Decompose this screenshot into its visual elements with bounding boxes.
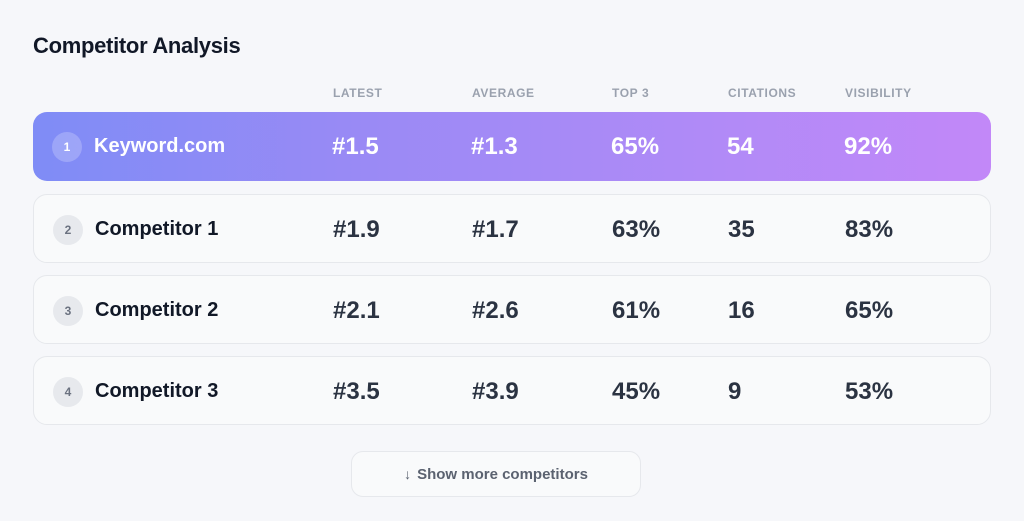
citations-value: 54 bbox=[727, 133, 754, 160]
top3-value: 61% bbox=[612, 297, 661, 324]
rank-badge: 4 bbox=[53, 377, 83, 407]
page-title: Competitor Analysis bbox=[33, 33, 241, 58]
competitor-name: Keyword.com bbox=[94, 135, 226, 157]
latest-value: #1.9 bbox=[333, 216, 380, 243]
average-value: #2.6 bbox=[472, 297, 519, 324]
latest-value: #1.5 bbox=[332, 133, 379, 160]
visibility-value: 65% bbox=[845, 297, 894, 324]
latest-value: #2.1 bbox=[333, 297, 380, 324]
table-header: LATEST AVERAGE TOP 3 CITATIONS VISIBILIT… bbox=[0, 86, 1024, 100]
top3-value: 65% bbox=[611, 133, 660, 160]
table-row-keyword[interactable]: 1 Keyword.com #1.5 #1.3 65% 54 92% bbox=[33, 112, 991, 181]
top3-value: 63% bbox=[612, 216, 661, 243]
rank-badge: 2 bbox=[53, 215, 83, 245]
average-value: #1.3 bbox=[471, 133, 518, 160]
top3-value: 45% bbox=[612, 378, 661, 405]
arrow-down-icon: ↓ bbox=[404, 466, 412, 482]
show-more-label: Show more competitors bbox=[417, 465, 588, 483]
latest-value: #3.5 bbox=[333, 378, 380, 405]
rank-badge: 3 bbox=[53, 296, 83, 326]
column-header-average: AVERAGE bbox=[472, 86, 535, 100]
table-row-competitor-2[interactable]: 3 Competitor 2 #2.1 #2.6 61% 16 65% bbox=[33, 275, 991, 344]
table-row-competitor-1[interactable]: 2 Competitor 1 #1.9 #1.7 63% 35 83% bbox=[33, 194, 991, 263]
visibility-value: 92% bbox=[844, 133, 893, 160]
competitor-name: Competitor 1 bbox=[95, 218, 219, 240]
average-value: #1.7 bbox=[472, 216, 519, 243]
competitor-name: Competitor 3 bbox=[95, 380, 219, 402]
column-header-latest: LATEST bbox=[333, 86, 383, 100]
citations-value: 35 bbox=[728, 216, 755, 243]
column-header-visibility: VISIBILITY bbox=[845, 86, 912, 100]
column-header-citations: CITATIONS bbox=[728, 86, 797, 100]
rank-badge: 1 bbox=[52, 132, 82, 162]
visibility-value: 83% bbox=[845, 216, 894, 243]
competitor-name: Competitor 2 bbox=[95, 299, 219, 321]
visibility-value: 53% bbox=[845, 378, 894, 405]
column-header-top3: TOP 3 bbox=[612, 86, 650, 100]
average-value: #3.9 bbox=[472, 378, 519, 405]
citations-value: 16 bbox=[728, 297, 755, 324]
citations-value: 9 bbox=[728, 378, 742, 405]
show-more-competitors-button[interactable]: ↓ Show more competitors bbox=[351, 451, 641, 497]
table-row-competitor-3[interactable]: 4 Competitor 3 #3.5 #3.9 45% 9 53% bbox=[33, 356, 991, 425]
